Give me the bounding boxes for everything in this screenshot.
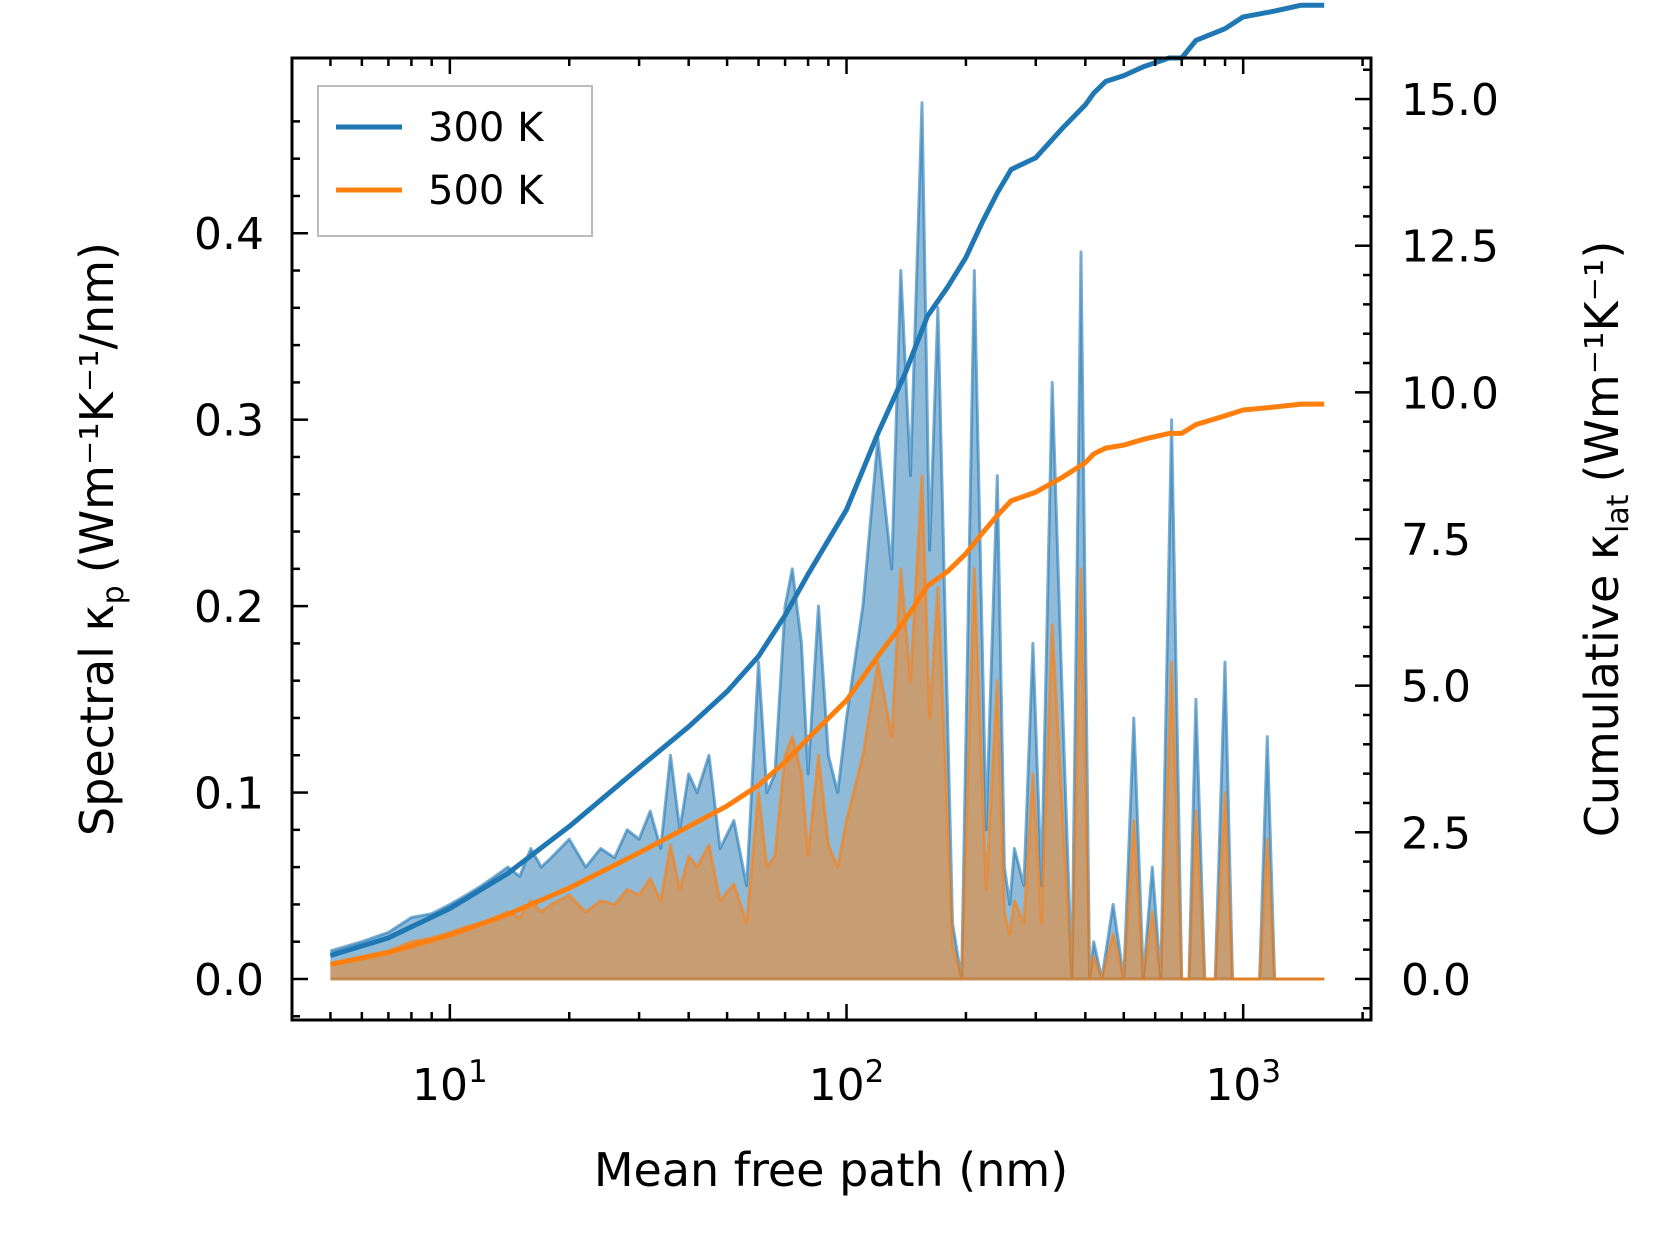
- legend: 300 K 500 K: [317, 85, 593, 237]
- cumulative-line-300k: [329, 2, 1325, 958]
- x-tick-label-1000: 103: [1205, 1054, 1281, 1111]
- axis-tick-labels: 101 102 103 0.0 0.1 0.2 0.3 0.4 0.0 2.5 5.0 7.5 10.0…: [194, 75, 1499, 1111]
- x-tick-label-100: 102: [809, 1054, 885, 1111]
- y-axis-right-title: Cumulative κlat (Wm⁻¹K⁻¹): [1575, 241, 1636, 838]
- cumulative-line-500k: [329, 401, 1325, 967]
- y-axis-left-title-main: Spectral κ: [70, 604, 124, 836]
- y-axis-right-title-main: Cumulative κ: [1575, 533, 1629, 837]
- y-right-tick-label-0: 0.0: [1401, 955, 1471, 1006]
- x-axis-title: Mean free path (nm): [594, 1143, 1068, 1197]
- y-axis-right-title-sub: lat: [1601, 494, 1636, 533]
- y-left-tick-label-0: 0.0: [194, 955, 264, 1006]
- y-left-tick-label-0.2: 0.2: [194, 582, 264, 633]
- y-right-tick-label-12.5: 12.5: [1401, 222, 1499, 273]
- y-axis-left-title-sub: p: [96, 585, 131, 604]
- x-tick-label-10: 101: [412, 1054, 488, 1111]
- legend-label-500k: 500 K: [428, 168, 545, 214]
- y-left-tick-label-0.3: 0.3: [194, 396, 264, 447]
- y-axis-left-title-unit: (Wm⁻¹K⁻¹/nm): [70, 242, 124, 573]
- y-left-tick-label-0.4: 0.4: [194, 209, 264, 260]
- y-right-tick-label-2.5: 2.5: [1401, 808, 1471, 859]
- y-axis-left-title: Spectral κp (Wm⁻¹K⁻¹/nm): [70, 242, 131, 836]
- y-right-tick-label-15: 15.0: [1401, 75, 1499, 126]
- spectral-line-layer: [329, 101, 1325, 981]
- y-right-tick-label-10: 10.0: [1401, 368, 1499, 419]
- axis-ticks: [290, 58, 1371, 1020]
- y-right-tick-label-7.5: 7.5: [1401, 515, 1471, 566]
- legend-label-300k: 300 K: [428, 105, 545, 151]
- y-left-tick-label-0.1: 0.1: [194, 769, 264, 820]
- cumulative-line-layer: [329, 2, 1325, 967]
- y-right-tick-label-5: 5.0: [1401, 662, 1471, 713]
- y-axis-right-title-unit: (Wm⁻¹K⁻¹): [1575, 241, 1629, 483]
- legend-box: [317, 85, 593, 237]
